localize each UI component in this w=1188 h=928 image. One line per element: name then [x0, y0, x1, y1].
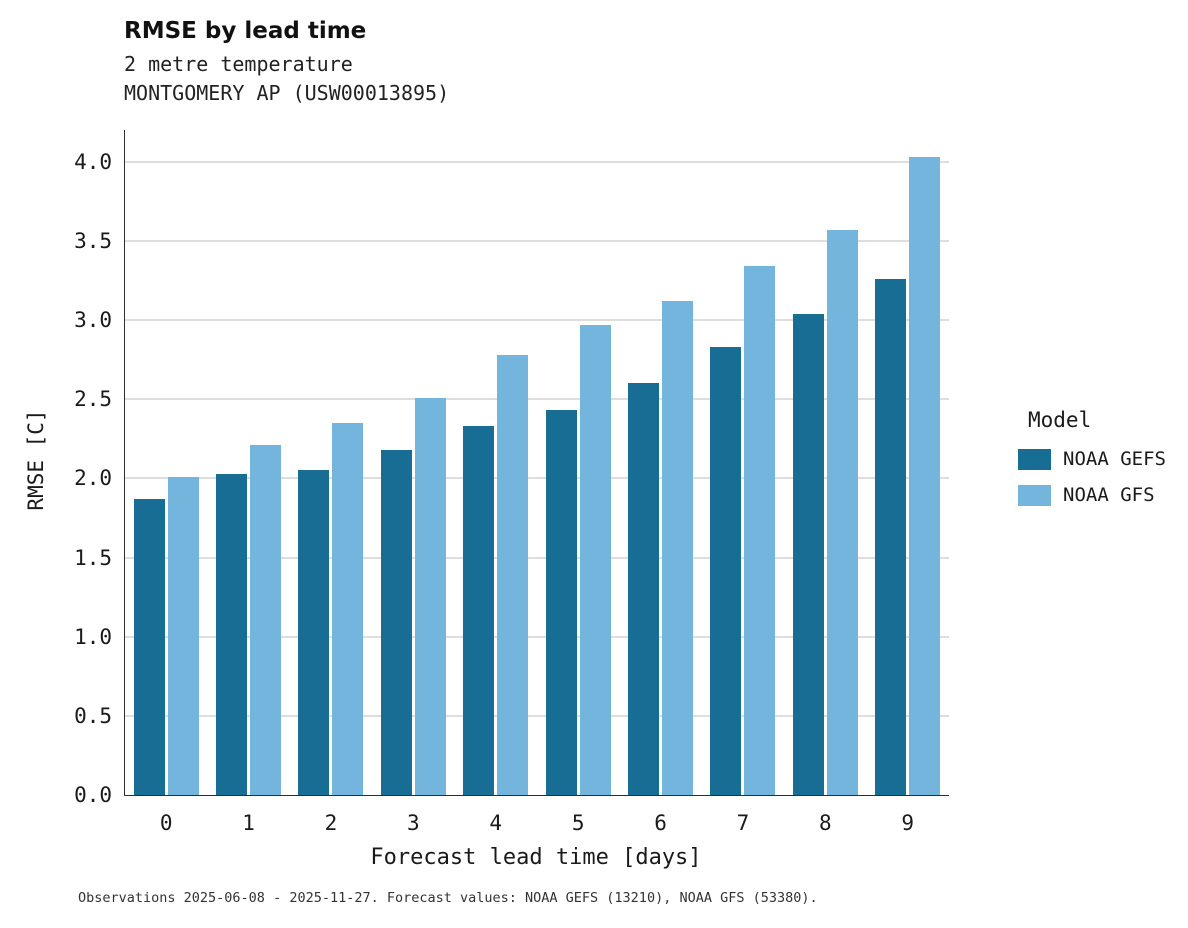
gridline: [125, 319, 949, 321]
legend-swatch: [1018, 448, 1051, 470]
y-tick-label: 0.0: [74, 783, 112, 807]
y-axis-tick-labels: 0.0 0.5 1.0 1.5 2.0 2.5 3.0 3.5 4.0: [40, 130, 112, 807]
bar-noaa-gfs: [414, 398, 446, 795]
gridline: [125, 398, 949, 401]
chart-title: RMSE by lead time: [124, 18, 367, 44]
bar-group: 0: [133, 130, 199, 835]
plot-area: 0 1 2 3 4 5 6 7 8 9: [124, 130, 949, 835]
chart-subtitle-variable: 2 metre temperature: [124, 52, 353, 76]
bar-noaa-gfs: [909, 157, 941, 795]
x-tick-label: 3: [407, 811, 420, 835]
bar-group: 3: [380, 130, 446, 835]
y-tick-label: 3.5: [74, 228, 112, 253]
chart-subtitle-station: MONTGOMERY AP (USW00013895): [124, 81, 450, 105]
bar-noaa-gfs: [579, 325, 611, 795]
x-tick-label: 2: [324, 811, 338, 835]
y-tick-label: 1.0: [74, 624, 112, 649]
bar-noaa-gfs: [250, 445, 282, 795]
x-tick-label: 1: [242, 811, 255, 835]
x-tick-label: 9: [901, 811, 915, 835]
bar-group: 2: [298, 130, 364, 835]
x-tick-label: 0: [159, 811, 173, 835]
bar-group: 1: [216, 130, 282, 835]
legend-entry: NOAA GEFS: [1018, 448, 1188, 470]
bar-noaa-gefs: [545, 410, 577, 795]
bar-group: 8: [792, 130, 858, 835]
y-tick-label: 2.5: [74, 387, 112, 412]
gridline: [125, 239, 949, 242]
bars-layer: 0 1 2 3 4 5 6 7 8 9: [125, 130, 949, 835]
x-axis-label: Forecast lead time [days]: [370, 845, 702, 870]
legend-label: NOAA GFS: [1063, 484, 1155, 506]
bar-noaa-gefs: [298, 470, 330, 795]
bar-noaa-gefs: [628, 383, 660, 795]
x-tick-label: 8: [818, 811, 832, 835]
bar-noaa-gfs: [826, 230, 858, 795]
legend-title: Model: [1028, 408, 1092, 432]
bar-group: 9: [875, 130, 941, 835]
y-tick-label: 2.0: [74, 466, 112, 491]
bar-group: 6: [628, 130, 694, 835]
bar-noaa-gefs: [792, 314, 824, 795]
bar-noaa-gfs: [497, 355, 529, 795]
y-tick-label: 4.0: [74, 149, 112, 174]
gridline: [125, 635, 949, 638]
legend-swatch: [1018, 484, 1051, 506]
gridline: [125, 714, 949, 717]
bar-noaa-gfs: [167, 477, 199, 795]
gridline: [125, 477, 949, 480]
footer-note: Observations 2025-06-08 - 2025-11-27. Fo…: [78, 890, 818, 906]
y-tick-label: 3.0: [74, 308, 112, 332]
x-tick-label: 5: [571, 811, 585, 835]
bar-noaa-gefs: [216, 474, 248, 795]
bar-noaa-gefs: [463, 426, 495, 795]
bar-noaa-gfs: [332, 423, 364, 795]
legend-label: NOAA GEFS: [1063, 448, 1166, 470]
bar-noaa-gefs: [380, 450, 412, 795]
legend: Model NOAA GEFS NOAA GFS: [1018, 408, 1188, 520]
bar-noaa-gefs: [133, 499, 165, 795]
y-tick-label: 1.5: [74, 545, 112, 570]
bar-group: 7: [710, 130, 776, 835]
bar-noaa-gfs: [662, 301, 694, 795]
x-tick-label: 4: [489, 811, 503, 835]
bar-noaa-gfs: [744, 266, 776, 795]
legend-entry: NOAA GFS: [1018, 484, 1188, 506]
y-tick-label: 0.5: [74, 703, 112, 728]
bar-noaa-gefs: [875, 279, 907, 795]
gridline: [125, 160, 949, 163]
gridline: [125, 556, 949, 559]
bar-noaa-gefs: [710, 347, 742, 795]
x-tick-label: 7: [736, 811, 750, 835]
bar-group: 4: [463, 130, 529, 835]
bar-group: 5: [545, 130, 611, 835]
x-tick-label: 6: [654, 811, 667, 835]
